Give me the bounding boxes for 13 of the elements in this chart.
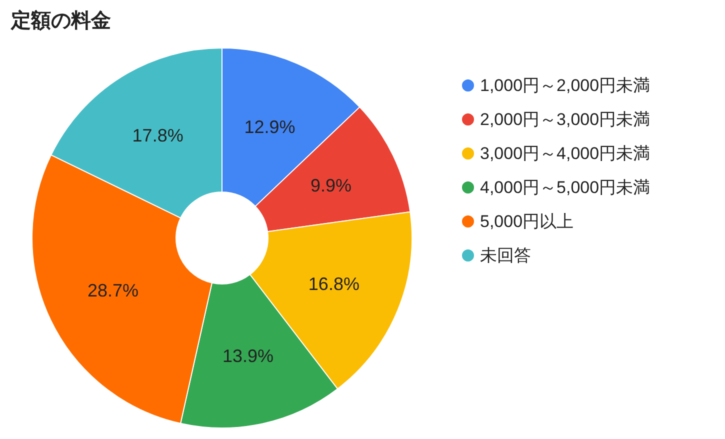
chart-title: 定額の料金 — [10, 9, 111, 32]
legend-label: 4,000円～5,000円未満 — [480, 178, 650, 197]
legend-label: 5,000円以上 — [480, 212, 574, 231]
legend-label: 3,000円～4,000円未満 — [480, 144, 650, 163]
legend-label: 未回答 — [480, 246, 531, 265]
data-label: 12.9% — [244, 116, 296, 137]
data-label: 16.8% — [308, 274, 360, 294]
legend-label: 2,000円～3,000円未満 — [480, 110, 650, 129]
data-label: 28.7% — [87, 280, 139, 301]
data-label: 17.8% — [132, 125, 184, 146]
data-label: 13.9% — [222, 346, 274, 366]
data-label: 9.9% — [310, 175, 352, 196]
legend-label: 1,000円～2,000円未満 — [480, 76, 650, 95]
